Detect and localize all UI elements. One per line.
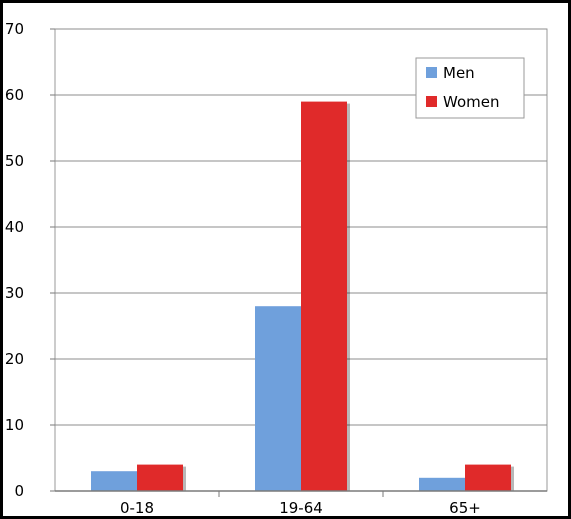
y-axis-ticks: 0 10 20 30 40 50 60 70 bbox=[5, 20, 55, 500]
bars bbox=[91, 101, 514, 491]
bar-men-0-18 bbox=[91, 471, 137, 491]
legend-label-women: Women bbox=[443, 93, 499, 111]
legend-swatch-men bbox=[426, 67, 437, 78]
y-tick-label: 60 bbox=[5, 86, 24, 104]
bar-men-65+ bbox=[419, 477, 465, 491]
bar-women-0-18 bbox=[137, 464, 183, 491]
legend-label-men: Men bbox=[443, 64, 475, 82]
y-tick-label: 40 bbox=[5, 218, 24, 236]
y-tick-label: 30 bbox=[5, 284, 24, 302]
y-tick-label: 50 bbox=[5, 152, 24, 170]
y-tick-label: 70 bbox=[5, 20, 24, 38]
bar-men-19-64 bbox=[255, 306, 301, 491]
legend: Men Women bbox=[415, 57, 525, 119]
x-tick-label: 0-18 bbox=[120, 499, 154, 517]
y-tick-label: 10 bbox=[5, 416, 24, 434]
x-tick-label: 19-64 bbox=[279, 499, 323, 517]
x-axis-ticks: 0-18 19-64 65+ bbox=[120, 491, 481, 517]
bar-women-65+ bbox=[465, 464, 511, 491]
legend-swatch-women bbox=[426, 96, 437, 107]
bar-women-19-64 bbox=[301, 101, 347, 491]
y-tick-label: 0 bbox=[14, 482, 24, 500]
x-tick-label: 65+ bbox=[449, 499, 481, 517]
y-tick-label: 20 bbox=[5, 350, 24, 368]
